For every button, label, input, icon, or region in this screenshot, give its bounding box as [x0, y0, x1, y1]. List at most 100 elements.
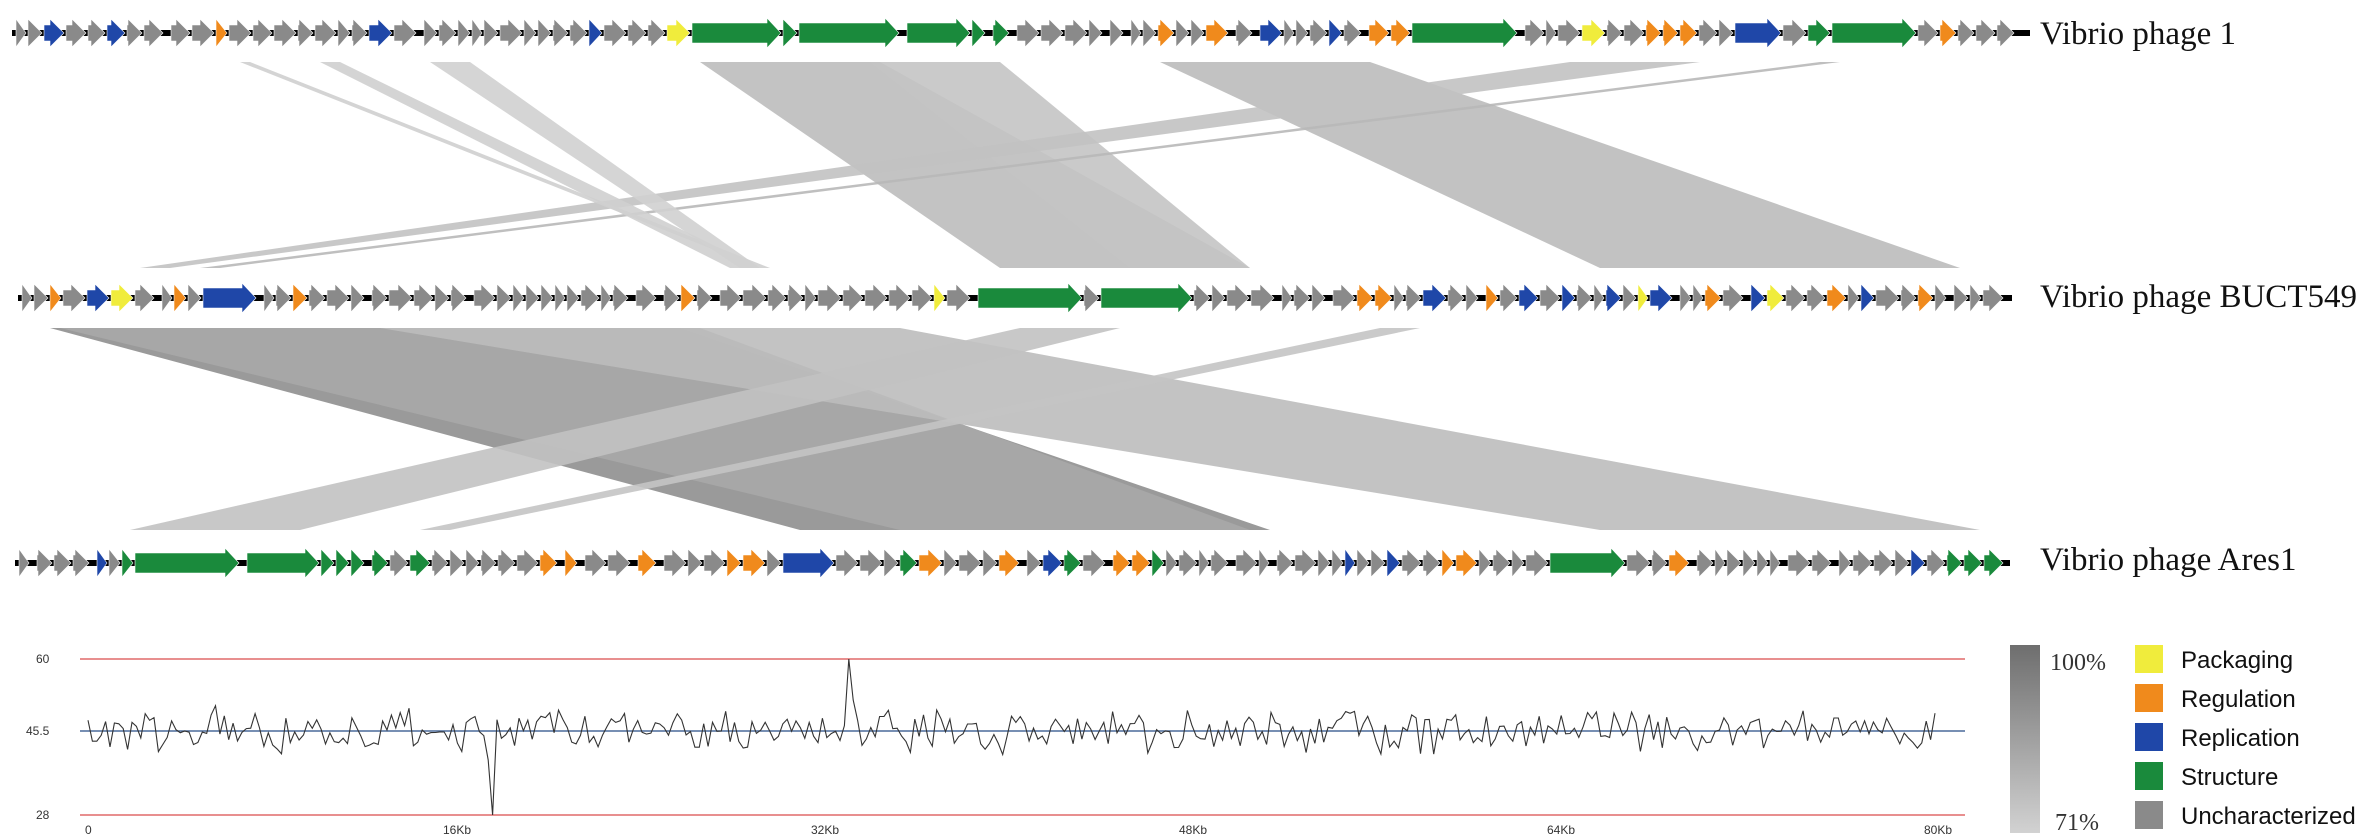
- gene-arrow: [612, 283, 629, 313]
- gene-arrow: [62, 283, 86, 313]
- gene-arrow: [1975, 18, 1996, 48]
- gene-arrow: [726, 548, 742, 578]
- gene-arrow: [1276, 548, 1294, 578]
- gene-arrow: [911, 283, 933, 313]
- gene-arrow: [1704, 283, 1722, 313]
- gene-arrow: [600, 283, 612, 313]
- gene-arrow: [782, 18, 798, 48]
- gene-arrow: [499, 18, 523, 48]
- homology-link: [200, 62, 1840, 268]
- gene-arrow: [1838, 548, 1852, 578]
- gene-arrow: [1130, 18, 1142, 48]
- gene-arrow: [512, 283, 525, 313]
- gene-arrow: [170, 18, 191, 48]
- gene-arrow: [1926, 548, 1946, 578]
- gene-arrow: [1211, 283, 1226, 313]
- gene-arrow: [450, 283, 467, 313]
- gene-arrow: [666, 18, 691, 48]
- gene-arrow: [1370, 548, 1386, 578]
- gene-arrow: [292, 283, 308, 313]
- gene-arrow: [36, 548, 53, 578]
- gene-arrow: [1946, 548, 1963, 578]
- gene-arrow: [143, 18, 164, 48]
- gene-arrow: [1042, 548, 1063, 578]
- gene-arrow: [1561, 283, 1576, 313]
- gene-arrow: [1581, 18, 1606, 48]
- gene-arrow: [1226, 283, 1250, 313]
- gene-arrow: [1787, 548, 1811, 578]
- y-tick-label: 28: [36, 808, 50, 822]
- homology-link: [320, 62, 760, 268]
- gene-arrow: [603, 18, 627, 48]
- homology-link: [1160, 62, 1960, 268]
- gene-arrow: [368, 18, 393, 48]
- legend-label-structure: Structure: [2181, 764, 2278, 791]
- gene-arrow: [1766, 283, 1785, 313]
- gene-arrow: [18, 548, 30, 578]
- gene-arrow: [992, 18, 1010, 48]
- genome-track: [12, 17, 2030, 49]
- gene-arrow: [1250, 283, 1275, 313]
- homology-link: [420, 328, 1420, 530]
- identity-max-label: 100%: [2050, 650, 2106, 676]
- identity-gradient-bar: [2010, 645, 2040, 833]
- gene-arrow: [409, 548, 431, 578]
- gene-arrow: [187, 283, 202, 313]
- gene-arrow: [337, 18, 351, 48]
- homology-link: [130, 328, 1120, 530]
- gene-arrow: [388, 283, 413, 313]
- gene-arrow: [65, 18, 87, 48]
- gene-arrow: [1606, 18, 1623, 48]
- gene-arrow: [1235, 548, 1258, 578]
- gene-arrow: [1539, 283, 1561, 313]
- legend-label-uncharacterized: Uncharacterized: [2181, 803, 2356, 830]
- gene-arrow: [607, 548, 631, 578]
- gene-arrow: [742, 283, 767, 313]
- gene-arrow: [1623, 18, 1645, 48]
- gene-arrow: [1390, 18, 1411, 48]
- gene-arrow: [1368, 18, 1390, 48]
- gene-arrow: [782, 547, 835, 579]
- gene-arrow: [202, 282, 257, 314]
- legend-swatch-structure: [2135, 762, 2163, 790]
- x-tick-label: 80Kb: [1924, 823, 1952, 837]
- gene-arrow: [1734, 17, 1782, 49]
- gene-arrow: [1662, 18, 1679, 48]
- gene-arrow: [308, 283, 326, 313]
- gene-arrow: [906, 17, 971, 49]
- gene-arrow: [1142, 18, 1157, 48]
- gene-arrow: [842, 283, 864, 313]
- gene-arrow: [1492, 548, 1511, 578]
- gene-arrow: [691, 17, 782, 49]
- gene-arrow: [106, 18, 126, 48]
- gene-arrow: [465, 548, 480, 578]
- gene-arrow: [687, 548, 703, 578]
- gene-arrow: [1996, 18, 2015, 48]
- gene-arrow: [1198, 548, 1210, 578]
- gene-arrow: [1386, 548, 1401, 578]
- genome-track: [15, 547, 2010, 579]
- gene-arrow: [1718, 18, 1734, 48]
- gene-arrow: [883, 548, 899, 578]
- gene-arrow: [126, 18, 143, 48]
- gene-arrow: [1939, 18, 1957, 48]
- gene-arrow: [1175, 18, 1190, 48]
- gene-arrow: [1953, 283, 1969, 313]
- gene-arrow: [96, 548, 108, 578]
- gene-arrow: [742, 548, 766, 578]
- gene-arrow: [134, 283, 155, 313]
- gene-arrow: [1756, 548, 1769, 578]
- gene-arrow: [1649, 283, 1673, 313]
- gene-arrow: [161, 283, 173, 313]
- genome-tracks: [12, 17, 2030, 579]
- legend-swatch-uncharacterized: [2135, 801, 2163, 829]
- gene-arrow: [525, 283, 540, 313]
- gene-arrow: [584, 548, 607, 578]
- gene-arrow: [537, 18, 552, 48]
- gene-arrow: [27, 18, 43, 48]
- gene-arrow: [431, 548, 449, 578]
- gene-arrow: [933, 283, 946, 313]
- gene-arrow: [252, 18, 273, 48]
- gene-arrow: [393, 18, 417, 48]
